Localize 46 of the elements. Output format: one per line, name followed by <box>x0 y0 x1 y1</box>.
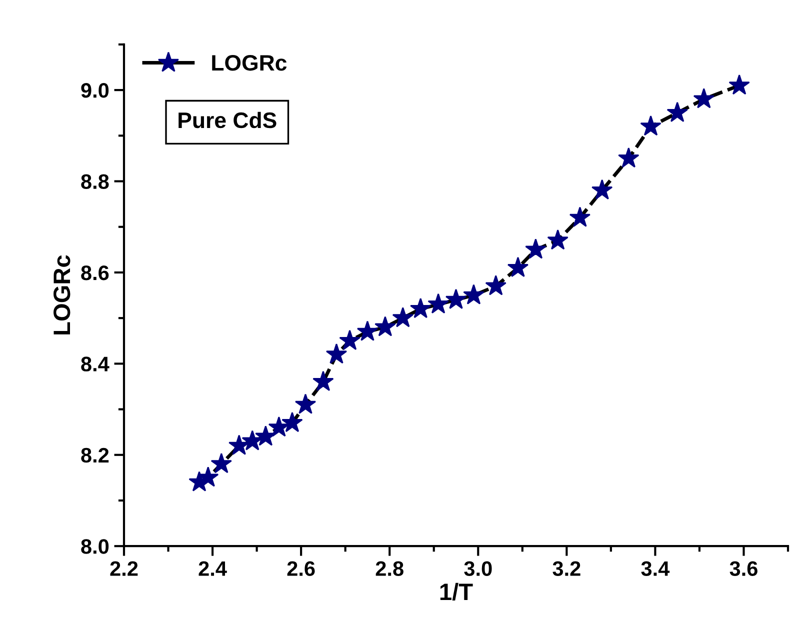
point <box>242 430 263 450</box>
y-tick-label: 8.4 <box>81 356 110 372</box>
point <box>640 115 662 136</box>
y-tick-label: 8.0 <box>81 539 109 554</box>
point <box>374 316 396 336</box>
point <box>525 238 546 259</box>
y-tick-label: 8.2 <box>81 448 109 463</box>
y-tick-label: 9.0 <box>81 83 109 98</box>
point <box>591 179 613 200</box>
annotation: Pure CdS <box>178 112 276 128</box>
point <box>666 102 688 122</box>
point <box>392 306 414 328</box>
x-tick-label: 2.4 <box>198 561 227 576</box>
y-tick-label: 8.6 <box>81 265 109 280</box>
point <box>410 298 432 318</box>
x-tick-label: 2.8 <box>376 561 404 576</box>
x-tick-label: 3.2 <box>552 561 580 576</box>
point <box>268 416 290 437</box>
y-axis-title: LOGRc <box>54 255 70 334</box>
x-tick-label: 2.2 <box>110 561 138 576</box>
point <box>312 370 334 392</box>
point <box>282 412 303 432</box>
point <box>569 206 591 227</box>
x-axis-title: 1/T <box>440 582 473 600</box>
point <box>339 330 360 350</box>
point <box>445 288 467 309</box>
point <box>294 394 316 414</box>
point <box>428 293 449 314</box>
x-tick-label: 3.0 <box>464 561 492 576</box>
point <box>485 275 506 296</box>
x-tick-label: 2.6 <box>287 561 315 576</box>
point <box>507 256 529 278</box>
point <box>356 320 378 341</box>
legend-label: LOGRc <box>212 55 287 71</box>
point <box>210 452 232 474</box>
point <box>547 229 568 250</box>
point <box>728 74 750 95</box>
x-tick-label: 3.4 <box>641 561 670 576</box>
point <box>228 434 250 455</box>
y-tick-label: 8.8 <box>81 174 109 190</box>
point <box>463 284 484 304</box>
point <box>618 147 640 168</box>
point <box>198 466 219 487</box>
x-tick-label: 3.6 <box>730 561 758 576</box>
point <box>693 88 714 108</box>
point <box>326 343 348 364</box>
